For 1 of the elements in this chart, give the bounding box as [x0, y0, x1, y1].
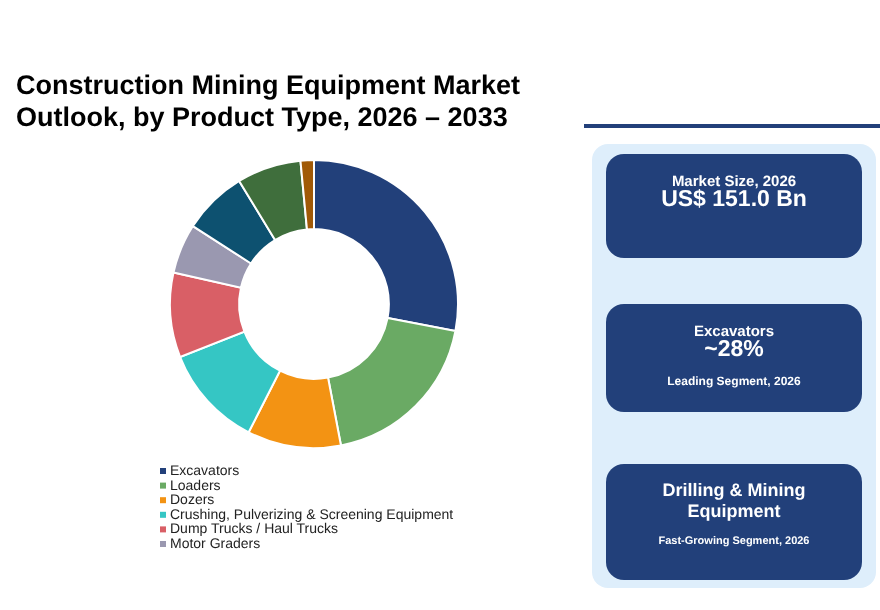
chart-title: Construction Mining Equipment Market Outlook, by Product Type, 2026 – 2033 [16, 70, 521, 132]
